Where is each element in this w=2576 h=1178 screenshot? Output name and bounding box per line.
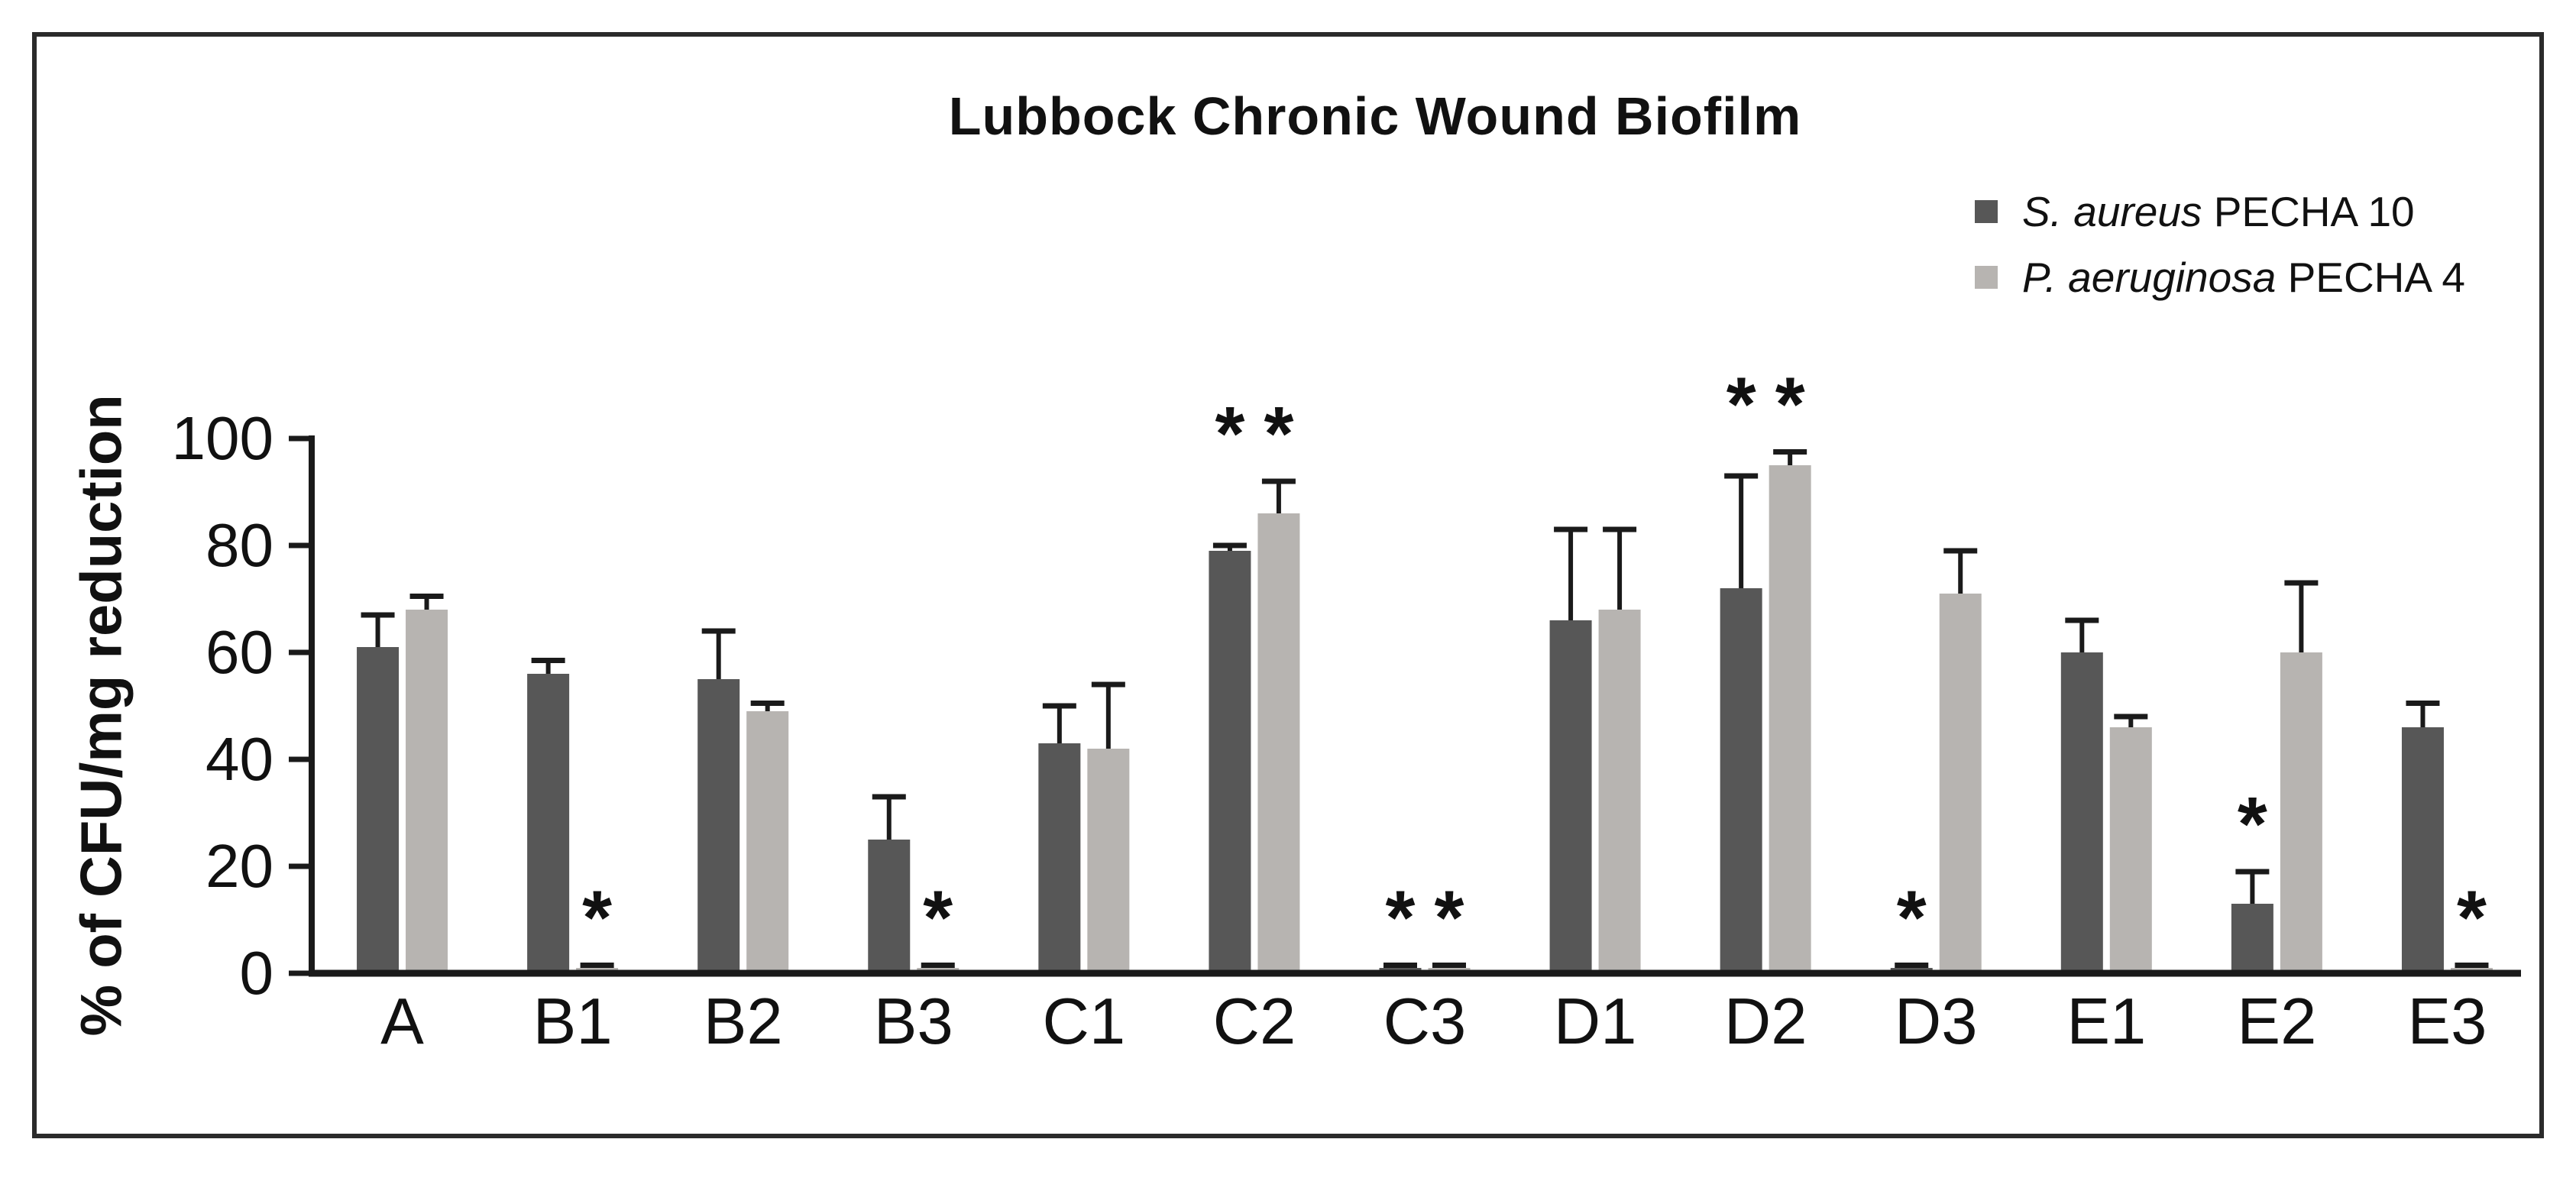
significance-asterisk-B3-pa: * <box>923 875 953 961</box>
bar-E3-sa <box>2401 727 2444 973</box>
bar-E1-sa <box>2060 652 2103 973</box>
bar-C1-pa <box>1087 749 1130 973</box>
bar-C2-pa <box>1257 513 1300 973</box>
legend-species-p-aeruginosa: P. aeruginosa <box>2022 254 2277 301</box>
bar-C2-sa <box>1209 551 1251 973</box>
bar-D1-pa <box>1598 610 1641 973</box>
x-tick-label-D2: D2 <box>1724 985 1807 1058</box>
x-tick-label-E3: E3 <box>2407 985 2487 1058</box>
significance-asterisk-E2-sa: * <box>2238 782 2267 867</box>
bar-E2-pa <box>2280 652 2322 973</box>
bar-A-pa <box>406 610 448 973</box>
y-tick-label-20: 20 <box>205 832 273 900</box>
significance-asterisk-D2-sa: * <box>1727 362 1756 448</box>
bar-B3-sa <box>868 840 911 973</box>
x-tick-label-C3: C3 <box>1383 985 1467 1058</box>
chart-title: Lubbock Chronic Wound Biofilm <box>948 86 1802 146</box>
legend-swatch-s-aureus <box>1975 200 1998 223</box>
bar-D2-sa <box>1720 588 1762 973</box>
significance-asterisk-C2-sa: * <box>1215 391 1244 477</box>
x-tick-label-B3: B3 <box>874 985 953 1058</box>
bar-D1-sa <box>1549 620 1592 973</box>
legend-strain-pecha-10: PECHA 10 <box>2213 188 2415 235</box>
bar-E1-pa <box>2109 727 2152 973</box>
significance-asterisk-B1-pa: * <box>582 875 612 961</box>
y-tick-label-80: 80 <box>205 511 273 579</box>
x-tick-label-C2: C2 <box>1213 985 1296 1058</box>
significance-asterisk-E3-pa: * <box>2457 875 2487 961</box>
y-tick-label-0: 0 <box>240 939 274 1007</box>
bar-D2-pa <box>1769 465 1811 973</box>
legend-species-s-aureus: S. aureus <box>2022 188 2202 235</box>
legend-item-p-aeruginosa: P. aeruginosa PECHA 4 <box>1975 254 2465 301</box>
bar-C1-sa <box>1038 743 1081 973</box>
significance-asterisk-D2-pa: * <box>1775 362 1805 448</box>
legend: S. aureus PECHA 10 P. aeruginosa PECHA 4 <box>1975 188 2465 321</box>
significance-asterisk-D3-sa: * <box>1897 875 1927 961</box>
y-tick-label-60: 60 <box>205 618 273 686</box>
legend-item-s-aureus: S. aureus PECHA 10 <box>1975 188 2465 235</box>
x-tick-label-D3: D3 <box>1895 985 1978 1058</box>
bar-B2-pa <box>746 711 789 973</box>
significance-asterisk-C3-sa: * <box>1386 875 1416 961</box>
legend-strain-pecha-4: PECHA 4 <box>2287 254 2465 301</box>
legend-swatch-p-aeruginosa <box>1975 266 1998 289</box>
x-tick-label-B1: B1 <box>533 985 613 1058</box>
bar-A-sa <box>357 647 400 973</box>
x-tick-label-A: A <box>380 985 424 1058</box>
x-tick-label-C1: C1 <box>1043 985 1126 1058</box>
bar-B1-sa <box>527 674 570 973</box>
significance-asterisk-C2-pa: * <box>1264 391 1293 477</box>
x-tick-label-E1: E1 <box>2066 985 2146 1058</box>
bar-D3-pa <box>1939 594 1982 973</box>
x-tick-label-B2: B2 <box>704 985 783 1058</box>
y-tick-label-100: 100 <box>172 404 273 472</box>
x-tick-label-E2: E2 <box>2237 985 2316 1058</box>
bar-E2-sa <box>2231 904 2273 973</box>
y-tick-label-40: 40 <box>205 725 273 793</box>
bar-B2-sa <box>697 679 740 973</box>
significance-asterisk-C3-pa: * <box>1435 875 1464 961</box>
x-tick-label-D1: D1 <box>1554 985 1637 1058</box>
figure-border <box>32 32 2544 1138</box>
